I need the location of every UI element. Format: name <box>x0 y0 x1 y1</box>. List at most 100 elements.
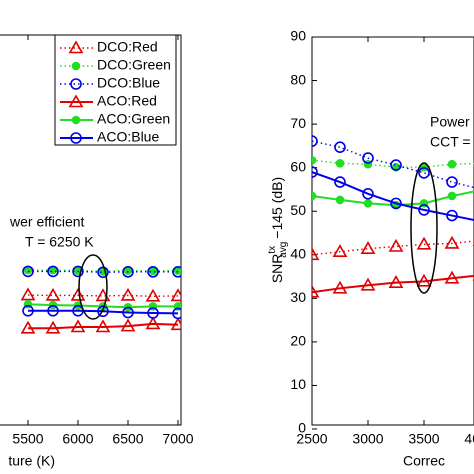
series-line <box>312 171 474 222</box>
highlight-ellipse <box>410 162 438 294</box>
marker <box>360 241 376 254</box>
marker <box>446 209 458 222</box>
marker <box>72 265 84 278</box>
x-axis-label: ture (K) <box>8 453 55 469</box>
marker <box>388 275 404 288</box>
y-axis-label: SNRtxavg −145 (dB) <box>267 177 289 283</box>
plot: 2500 3000 3500 4000 0 10 20 30 40 50 60 70 80 90 Corre… <box>267 28 474 469</box>
marker <box>388 238 404 252</box>
marker <box>147 266 159 278</box>
marker <box>416 273 432 287</box>
x-tick-label: 2500 <box>296 431 327 447</box>
marker <box>390 197 402 210</box>
marker <box>334 141 346 153</box>
legend-label: ACO:Blue <box>97 129 159 145</box>
series-line <box>312 240 474 256</box>
legend-label: ACO:Red <box>97 93 157 109</box>
marker <box>122 266 134 278</box>
x-tick-label: 6000 <box>62 431 93 447</box>
annotation: T = 6250 K <box>25 234 94 250</box>
marker <box>390 159 402 171</box>
marker <box>362 188 374 200</box>
marker <box>312 284 320 298</box>
marker <box>70 319 86 333</box>
marker <box>20 287 36 301</box>
marker <box>45 320 61 334</box>
marker <box>360 277 376 291</box>
y-label-sup: tx <box>267 246 278 254</box>
y-tick-label: 70 <box>290 115 306 131</box>
legend-label: DCO:Green <box>97 57 171 73</box>
marker <box>22 304 34 317</box>
y-tick-label: 30 <box>290 289 306 305</box>
axes-frame <box>311 36 474 426</box>
legend-label: ACO:Green <box>97 111 170 127</box>
legend-marker <box>68 94 84 108</box>
marker <box>22 265 34 278</box>
legend-marker <box>68 40 84 54</box>
marker <box>95 319 111 333</box>
x-tick-label: 3500 <box>408 431 439 447</box>
marker <box>97 266 109 279</box>
marker <box>47 265 59 278</box>
x-axis-label: Correc <box>403 453 445 469</box>
marker <box>147 307 159 319</box>
annotation: Power <box>430 114 470 130</box>
marker <box>45 287 61 301</box>
marker <box>120 318 136 332</box>
y-tick-label: 10 <box>290 376 306 392</box>
series-line <box>28 322 179 330</box>
y-label-rest: −145 (dB) <box>269 177 285 239</box>
legend-label: DCO:Blue <box>97 75 160 91</box>
marker <box>47 304 59 317</box>
marker <box>170 317 181 331</box>
x-tick-label: 7000 <box>162 431 193 447</box>
marker <box>418 204 430 216</box>
y-label-sub: avg <box>278 242 289 258</box>
marker <box>145 316 161 330</box>
legend-box <box>54 34 177 146</box>
highlight-ellipse <box>78 254 108 320</box>
marker <box>335 159 345 168</box>
legend-marker <box>71 61 81 71</box>
marker <box>172 266 181 278</box>
legend-marker <box>71 115 81 125</box>
series-line <box>312 274 474 294</box>
marker <box>97 305 109 318</box>
marker <box>70 287 86 301</box>
marker <box>122 306 134 319</box>
marker <box>170 288 181 302</box>
legend-label: DCO:Red <box>97 39 158 55</box>
y-label-base: SNR <box>269 254 285 284</box>
x-tick-label: 5500 <box>12 431 43 447</box>
y-tick-label: 80 <box>290 71 306 87</box>
marker <box>312 247 320 261</box>
x-tick-label: 3000 <box>352 431 383 447</box>
plots: 5500 6000 6500 7000 ture (K) wer efficient T =… <box>0 28 474 469</box>
marker <box>145 288 161 302</box>
marker <box>312 166 318 178</box>
annotation: wer efficient <box>9 214 85 230</box>
marker <box>20 320 36 334</box>
marker <box>447 159 457 169</box>
y-tick-label: 90 <box>290 28 306 44</box>
marker <box>312 191 317 201</box>
y-tick-label: 60 <box>290 158 306 174</box>
series-group <box>312 135 474 298</box>
y-tick-label: 20 <box>290 333 306 349</box>
plot: 5500 6000 6500 7000 ture (K) wer efficient T =… <box>0 34 194 469</box>
y-tick-label: 40 <box>290 245 306 261</box>
x-tick-label: 6500 <box>112 431 143 447</box>
marker <box>120 287 136 301</box>
marker <box>418 167 430 179</box>
marker <box>335 195 345 205</box>
marker <box>334 176 346 188</box>
marker <box>447 191 457 201</box>
marker <box>444 270 460 284</box>
marker <box>416 236 432 250</box>
y-tick-label: 0 <box>298 420 306 436</box>
marker <box>312 155 317 165</box>
series-group <box>20 265 181 334</box>
legend-marker <box>70 78 82 90</box>
